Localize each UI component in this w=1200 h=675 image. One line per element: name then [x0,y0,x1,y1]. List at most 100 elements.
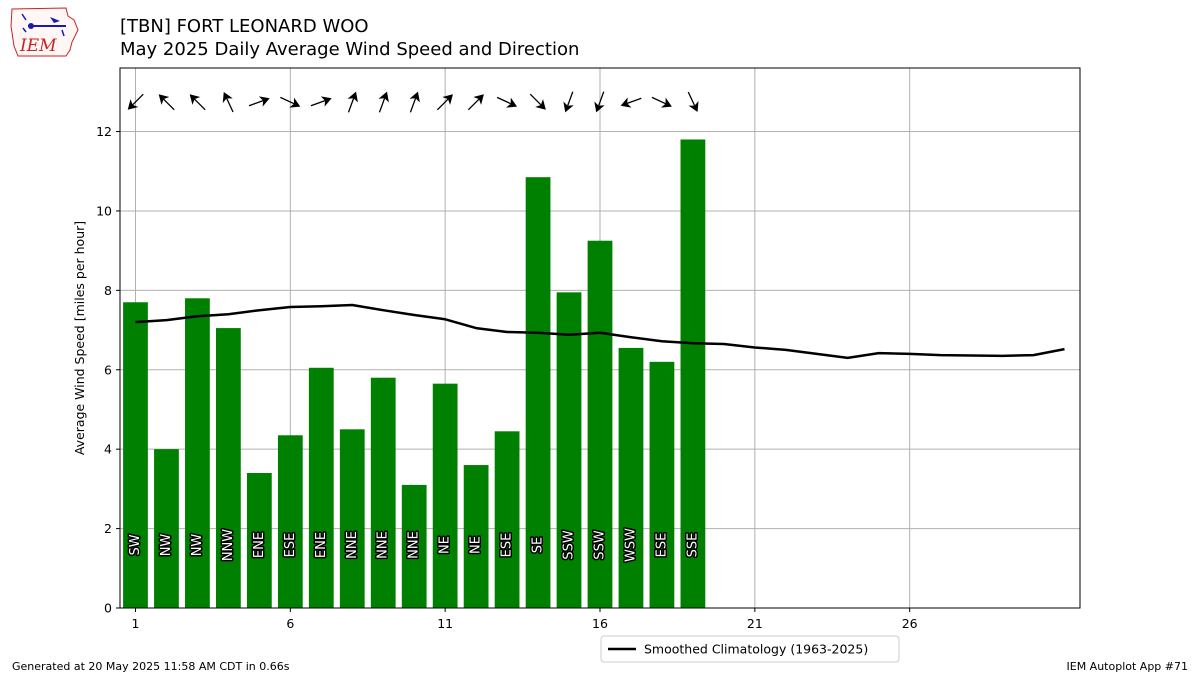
wind-arrow-head [222,92,233,103]
wind-bar [246,473,272,608]
wind-bar [432,383,458,608]
wind-bar [277,435,303,608]
direction-label: NW [190,534,205,557]
direction-label: ESE [500,533,515,558]
wind-bar [494,431,520,608]
climatology-line [135,303,1065,360]
wind-direction-arrow [436,94,453,111]
chart-title: [TBN] FORT LEONARD WOO [120,16,369,37]
wind-direction-arrow [563,91,574,113]
direction-label: NNE [345,531,360,559]
wind-arrow-shaft [496,96,511,105]
wind-arrow-head [320,96,332,107]
y-tick-label: 12 [96,124,112,139]
wind-arrow-shaft [467,98,480,111]
wind-bar [463,465,489,608]
wind-bar [123,302,148,608]
direction-label: SE [531,537,546,553]
wind-direction-arrow [496,96,518,108]
wind-arrow-shaft [378,98,386,113]
bars: SW NW NW NNW ENE ESE ENE NNE NNE NNE NE NE ESE SE SSW S… [123,139,706,609]
direction-label: NE [469,536,484,554]
direction-label: ESE [283,533,298,558]
direction-label: NW [159,534,174,557]
direction-label: ESE [654,533,669,558]
iem-logo: IEM [10,7,79,57]
legend-box [600,635,900,663]
wind-arrow-shaft [280,96,295,105]
y-tick-label: 0 [104,601,112,616]
wind-arrow-head [660,97,672,108]
wind-bar [587,240,613,608]
x-tick-label: 26 [902,616,918,631]
wind-bar [339,429,365,608]
wind-direction-arrow [310,96,332,107]
wind-arrow-head [289,97,301,108]
wind-bar [216,328,241,608]
wind-direction-arrow [280,96,301,108]
y-axis-label: Average Wind Speed [miles per hour] [72,221,87,455]
wind-arrow-head [535,99,546,110]
x-tick-label: 6 [286,616,294,631]
direction-label: SSW [562,530,577,560]
y-tick-label: 10 [96,203,112,218]
wind-bar [185,298,210,608]
direction-label: SSE [685,533,700,558]
direction-label: NNW [221,529,236,561]
direction-label: ENE [314,532,329,558]
wind-direction-arrow [467,94,484,111]
direction-label: NNE [407,531,422,559]
wind-arrow-head [158,94,170,105]
wind-direction-arrow [529,93,546,110]
wind-bar [370,377,396,608]
wind-direction-arrow [409,91,420,113]
wind-direction-arrow [651,96,672,108]
wind-bar [618,347,644,608]
wind-arrow-shaft [163,98,175,111]
wind-arrow-shaft [194,98,206,111]
direction-label: WSW [623,528,638,562]
logo-text: IEM [19,36,57,56]
wind-arrow-shaft [347,98,355,113]
wind-direction-arrow [127,93,144,110]
app-credit: IEM Autoplot App #71 [1066,660,1189,673]
wind-arrow-head [506,97,518,108]
generated-timestamp: Generated at 20 May 2025 11:58 AM CDT in… [12,660,290,673]
chart-subtitle: May 2025 Daily Average Wind Speed and Di… [120,39,580,60]
wind-arrow-head [620,97,632,108]
y-tick-label: 8 [104,283,112,298]
direction-label: NE [438,536,453,554]
x-tick-label: 11 [437,616,453,631]
wind-bar [154,449,179,608]
wind-direction-arrow [620,97,642,108]
wind-arrow-shaft [132,93,144,106]
direction-label: ENE [252,532,267,558]
plot-frame [119,67,1081,609]
wind-bar [680,139,706,608]
wind-arrow-head [347,91,358,103]
wind-arrow-shaft [687,91,696,106]
legend[interactable]: Smoothed Climatology (1963-2025) [600,635,900,663]
wind-direction-arrow [158,94,175,111]
wind-bar [401,484,427,608]
legend-label: Smoothed Climatology (1963-2025) [644,642,868,657]
wind-arrow-head [258,96,270,107]
wind-direction-arrow [378,91,389,113]
wind-direction-arrow [189,94,206,111]
wind-arrow-head [563,101,574,113]
x-tick-label: 1 [132,616,140,631]
wind-arrow-shaft [409,98,417,113]
wind-direction-arrow [222,92,234,113]
wind-arrow-shaft [310,100,326,107]
wind-arrow-head [442,94,453,105]
x-tick-label: 21 [747,616,763,631]
wind-arrow-shaft [529,93,542,106]
wind-arrow-shaft [567,91,574,106]
wind-bar [525,177,551,609]
wind-arrow-head [594,101,605,113]
wind-arrow-shaft [226,98,234,113]
x-tick-label: 16 [592,616,608,631]
wind-arrow-shaft [436,98,449,111]
